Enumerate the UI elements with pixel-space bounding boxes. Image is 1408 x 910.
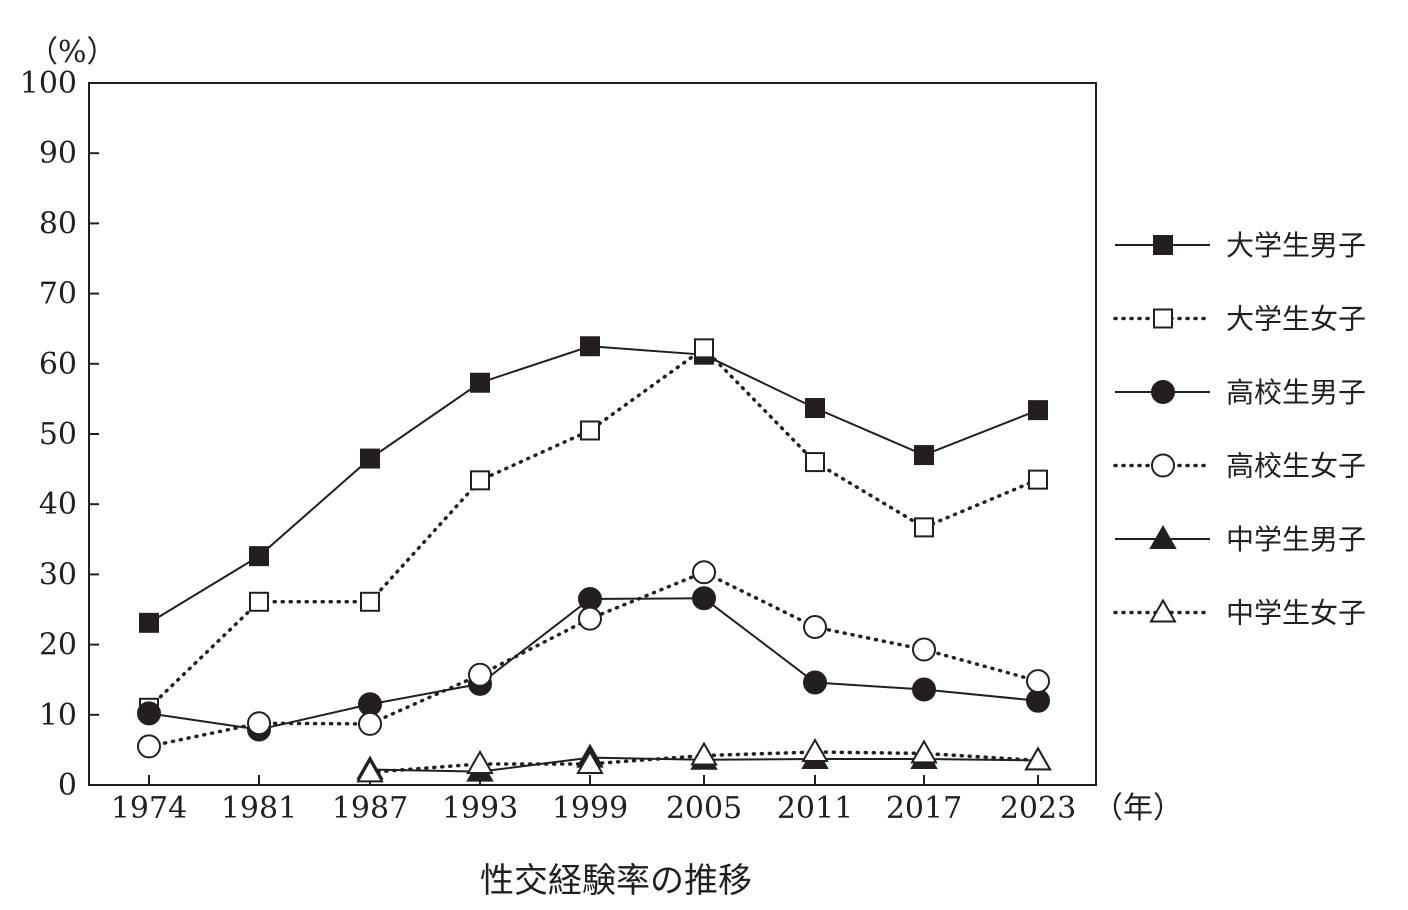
data-point [912, 637, 936, 662]
data-point [249, 546, 269, 567]
data-point [139, 612, 159, 633]
legend-label: 大学生女子 [1226, 303, 1366, 336]
y-axis-unit-label: （%） [28, 35, 117, 70]
data-point [466, 749, 494, 774]
legend-marker [1153, 308, 1173, 329]
series-line [148, 345, 1039, 624]
data-point [580, 420, 600, 441]
series-6 [356, 737, 1052, 783]
data-point [805, 452, 825, 473]
data-point [1028, 469, 1048, 490]
y-tick-label: 30 [39, 557, 77, 592]
data-point [690, 741, 718, 766]
data-point [803, 670, 827, 695]
data-point [249, 591, 269, 612]
data-point [692, 586, 716, 611]
data-point [360, 591, 380, 612]
series-3 [137, 586, 1050, 742]
x-tick-label: 2023 [1000, 791, 1076, 826]
legend-marker [1151, 453, 1175, 478]
data-point [694, 338, 714, 359]
legend-label: 高校生女子 [1226, 450, 1366, 483]
y-tick-label: 90 [39, 136, 77, 171]
data-point [803, 615, 827, 640]
data-point [801, 737, 829, 763]
y-tick-label: 100 [20, 66, 77, 101]
data-point [912, 677, 936, 702]
legend-marker [1149, 598, 1177, 623]
data-point [914, 445, 934, 466]
data-point [358, 711, 382, 736]
x-tick-label: 1999 [552, 791, 628, 826]
legend-label: 高校生男子 [1226, 376, 1366, 409]
data-point [356, 758, 384, 783]
data-point [692, 560, 716, 585]
x-tick-label: 1974 [111, 791, 187, 826]
data-point [468, 662, 492, 687]
series-line [147, 346, 1040, 710]
chart-title: 性交経験率の推移 [480, 861, 752, 901]
data-point [247, 711, 271, 736]
data-point [137, 701, 161, 726]
data-point [360, 448, 380, 469]
x-tick-label: 1987 [332, 791, 408, 826]
y-tick-label: 80 [39, 206, 77, 241]
data-point [578, 606, 602, 631]
data-point [137, 734, 161, 759]
legend-marker [1149, 524, 1177, 549]
x-tick-label: 2005 [666, 791, 742, 826]
x-tick-label: 1981 [221, 791, 297, 826]
data-point [470, 372, 490, 393]
y-tick-label: 10 [39, 698, 77, 733]
x-tick-label: 1993 [442, 791, 518, 826]
legend-marker [1153, 235, 1173, 255]
data-point [1024, 746, 1052, 771]
data-point [1026, 669, 1050, 694]
data-point [805, 398, 825, 419]
legend-label: 中学生女子 [1226, 597, 1366, 630]
x-tick-label: 2011 [777, 791, 853, 826]
data-point [580, 336, 600, 357]
legend-label: 中学生男子 [1226, 523, 1366, 556]
legend-label: 大学生男子 [1226, 229, 1366, 262]
y-tick-label: 20 [39, 628, 77, 663]
data-point [1028, 400, 1048, 421]
y-tick-label: 0 [58, 768, 77, 803]
y-tick-label: 50 [39, 417, 77, 452]
x-tick-label: 2017 [886, 791, 962, 826]
y-tick-label: 60 [39, 347, 77, 382]
series-4 [137, 560, 1050, 759]
data-point [910, 739, 938, 764]
data-point [576, 749, 604, 774]
y-tick-label: 70 [39, 277, 77, 312]
series-2 [139, 338, 1048, 718]
data-point [470, 470, 490, 491]
legend-marker [1151, 380, 1175, 404]
data-point [914, 517, 934, 538]
x-axis-unit-label: （年） [1093, 791, 1183, 826]
y-tick-label: 40 [39, 487, 77, 522]
